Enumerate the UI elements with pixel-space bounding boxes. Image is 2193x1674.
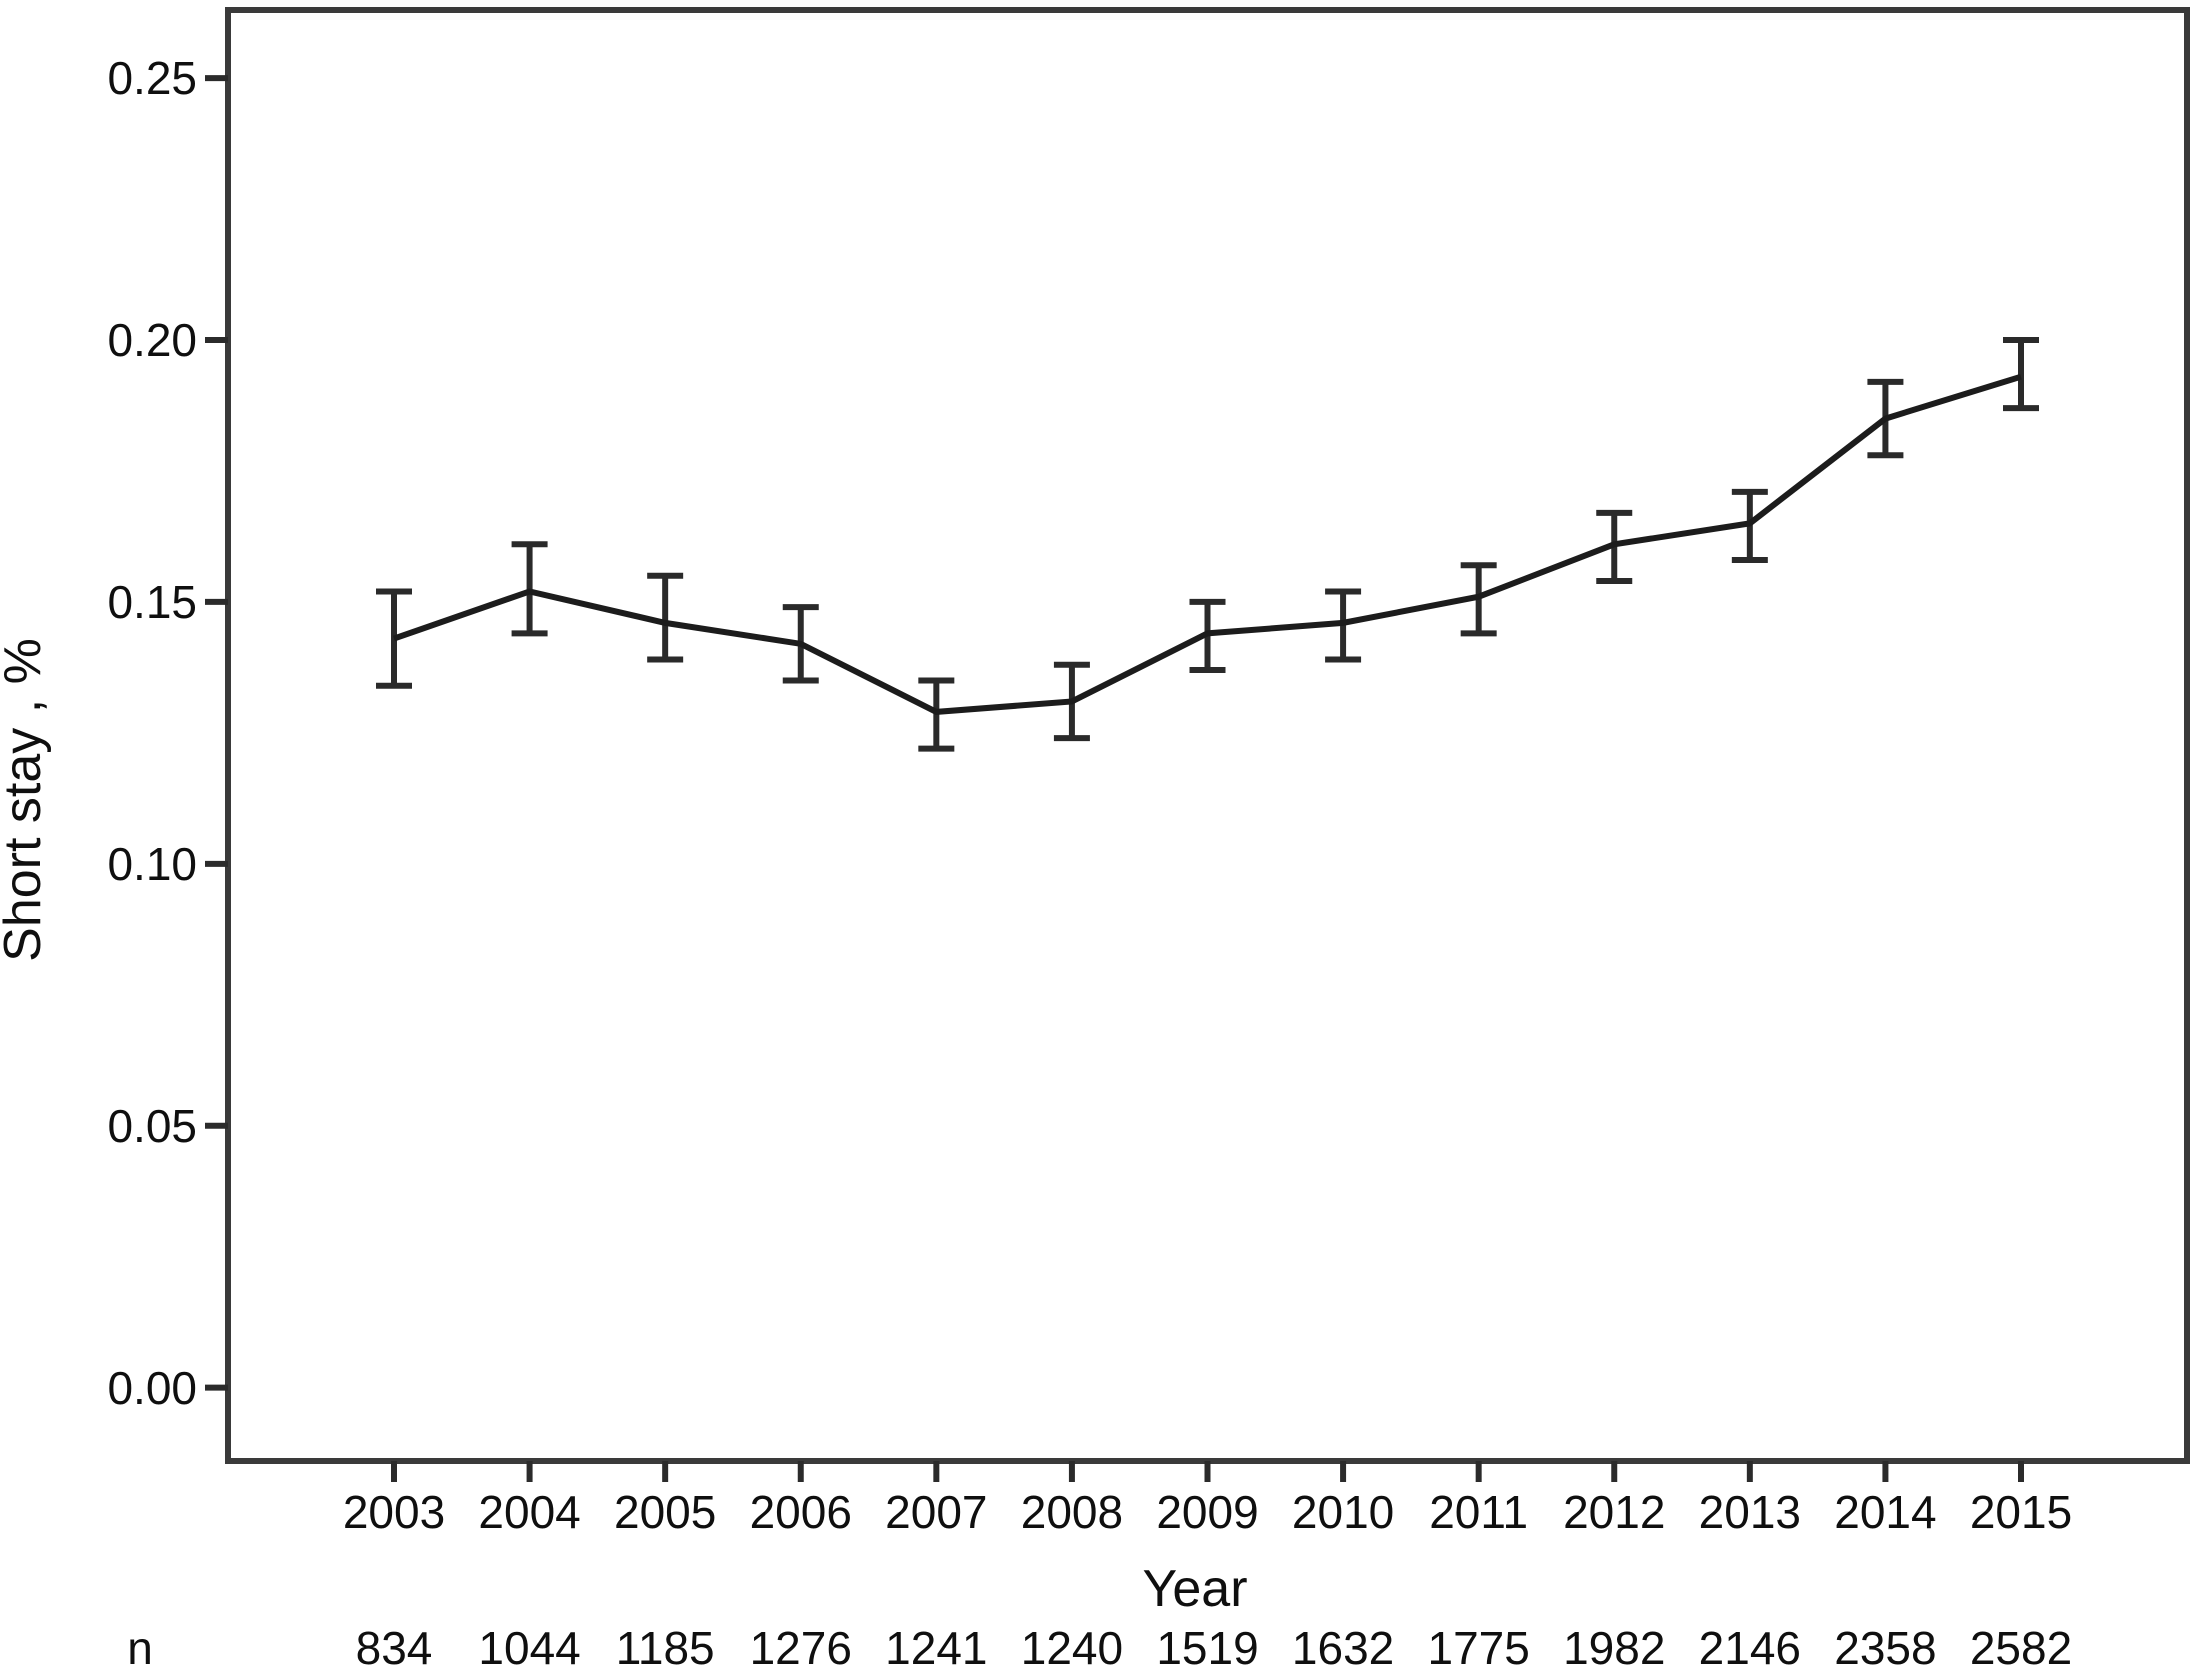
n-value-2010: 1632 [1292, 1622, 1394, 1674]
y-axis-title: Short stay , % [0, 638, 52, 962]
n-value-2008: 1240 [1021, 1622, 1123, 1674]
n-value-2006: 1276 [750, 1622, 852, 1674]
x-tick-label-2009: 2009 [1156, 1486, 1258, 1538]
n-value-2014: 2358 [1834, 1622, 1936, 1674]
n-value-2012: 1982 [1563, 1622, 1665, 1674]
x-tick-label-2006: 2006 [750, 1486, 852, 1538]
x-tick-label-2005: 2005 [614, 1486, 716, 1538]
x-tick-label-2011: 2011 [1429, 1486, 1528, 1538]
x-tick-label-2008: 2008 [1021, 1486, 1123, 1538]
x-tick-label-2015: 2015 [1970, 1486, 2072, 1538]
n-value-2009: 1519 [1156, 1622, 1258, 1674]
n-value-2011: 1775 [1427, 1622, 1529, 1674]
y-tick-label-0.20: 0.20 [107, 314, 197, 366]
x-tick-label-2012: 2012 [1563, 1486, 1665, 1538]
x-tick-label-2014: 2014 [1834, 1486, 1936, 1538]
x-tick-label-2004: 2004 [478, 1486, 580, 1538]
n-row-label: n [127, 1622, 153, 1674]
x-tick-label-2007: 2007 [885, 1486, 987, 1538]
x-tick-label-2013: 2013 [1699, 1486, 1801, 1538]
n-value-2005: 1185 [616, 1622, 715, 1674]
x-axis-title: Year [1142, 1560, 1247, 1618]
x-tick-label-2003: 2003 [343, 1486, 445, 1538]
series-line [393, 373, 2022, 715]
n-value-2007: 1241 [885, 1622, 987, 1674]
y-tick-label-0.05: 0.05 [107, 1100, 197, 1152]
n-value-2003: 834 [356, 1622, 433, 1674]
y-tick-label-0.15: 0.15 [107, 576, 197, 628]
n-value-2004: 1044 [478, 1622, 580, 1674]
x-tick-label-2010: 2010 [1292, 1486, 1394, 1538]
n-value-2013: 2146 [1699, 1622, 1801, 1674]
y-tick-label-0.10: 0.10 [107, 838, 197, 890]
plot-frame [225, 7, 2190, 1464]
y-tick-label-0.25: 0.25 [107, 52, 197, 104]
y-tick-label-0.00: 0.00 [107, 1362, 197, 1414]
n-value-2015: 2582 [1970, 1622, 2072, 1674]
